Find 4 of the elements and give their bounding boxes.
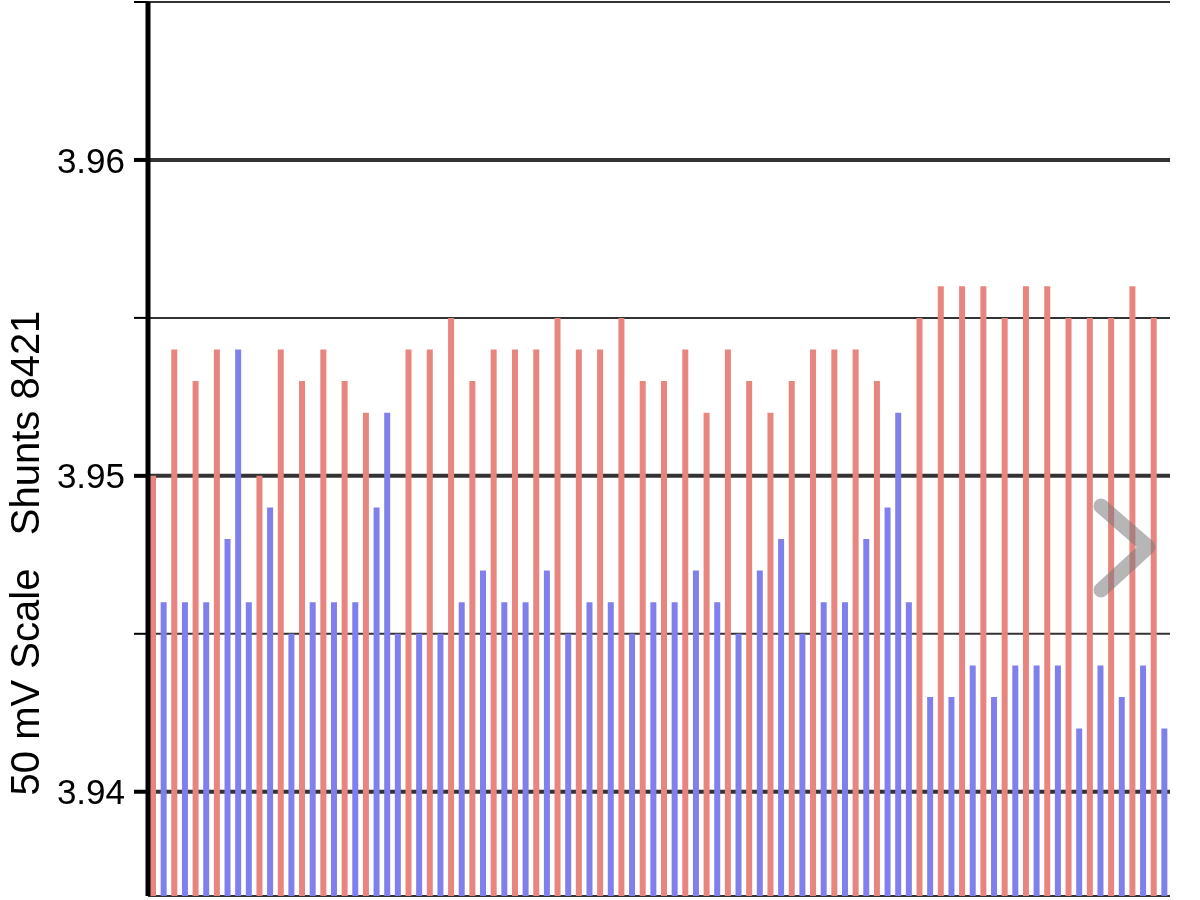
y-tick-label: 3.96 xyxy=(56,140,125,180)
y-tick-label: 3.95 xyxy=(56,456,125,496)
y-axis-title: 50 mV Scale Shunts 8421 xyxy=(3,310,47,796)
y-tick-label: 3.94 xyxy=(56,772,125,812)
